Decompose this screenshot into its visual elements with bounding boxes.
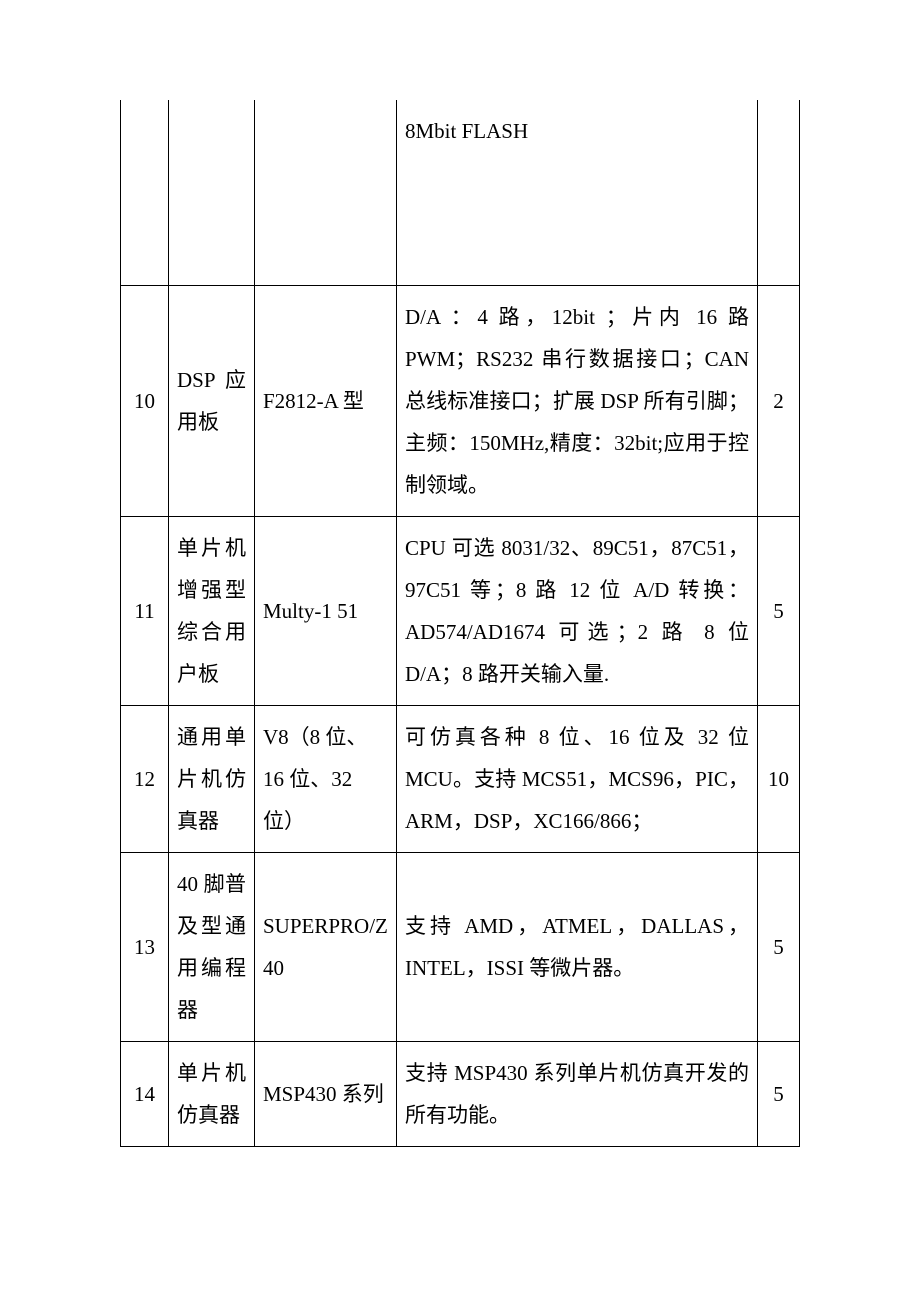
cell-qty: 5 [758,517,800,706]
table-row: 14单片机仿真器MSP430 系列支持 MSP430 系列单片机仿真开发的所有功… [121,1042,800,1147]
table-row: 10DSP 应用板F2812-A 型D/A ：4 路，12bit ；片内 16 … [121,286,800,517]
cell-index: 12 [121,706,169,853]
cell-index: 11 [121,517,169,706]
cell-qty: 5 [758,1042,800,1147]
cell-desc: 可仿真各种 8 位、16 位及 32 位 MCU。支持 MCS51，MCS96，… [397,706,758,853]
cell-index [121,100,169,286]
cell-name [169,100,255,286]
cell-index: 10 [121,286,169,517]
cell-name: 单片机仿真器 [169,1042,255,1147]
cell-name: 通用单片机仿真器 [169,706,255,853]
table-row: 1340 脚普及型通用编程器SUPERPRO/Z 40支持 AMD，ATMEL，… [121,853,800,1042]
cell-model: Multy-1 51 [255,517,397,706]
cell-model: V8（8 位、16 位、32 位） [255,706,397,853]
table-row: 12通用单片机仿真器V8（8 位、16 位、32 位）可仿真各种 8 位、16 … [121,706,800,853]
cell-index: 14 [121,1042,169,1147]
cell-desc: 支持 AMD，ATMEL，DALLAS，INTEL，ISSI 等微片器。 [397,853,758,1042]
cell-qty: 5 [758,853,800,1042]
cell-desc: 8Mbit FLASH [397,100,758,286]
cell-desc: CPU 可选 8031/32、89C51，87C51，97C51 等；8 路 1… [397,517,758,706]
table-row: 11单片机增强型综合用户板Multy-1 51CPU 可选 8031/32、89… [121,517,800,706]
table-row: 8Mbit FLASH [121,100,800,286]
cell-model: F2812-A 型 [255,286,397,517]
cell-model: SUPERPRO/Z 40 [255,853,397,1042]
cell-desc: 支持 MSP430 系列单片机仿真开发的所有功能。 [397,1042,758,1147]
cell-model [255,100,397,286]
cell-qty: 2 [758,286,800,517]
document-page: 8Mbit FLASH10DSP 应用板F2812-A 型D/A ：4 路，12… [0,0,920,1247]
cell-name: DSP 应用板 [169,286,255,517]
cell-name: 40 脚普及型通用编程器 [169,853,255,1042]
cell-model: MSP430 系列 [255,1042,397,1147]
cell-name: 单片机增强型综合用户板 [169,517,255,706]
cell-desc: D/A ：4 路，12bit ；片内 16 路 PWM；RS232 串行数据接口… [397,286,758,517]
cell-qty: 10 [758,706,800,853]
equipment-table: 8Mbit FLASH10DSP 应用板F2812-A 型D/A ：4 路，12… [120,100,800,1147]
cell-index: 13 [121,853,169,1042]
cell-qty [758,100,800,286]
